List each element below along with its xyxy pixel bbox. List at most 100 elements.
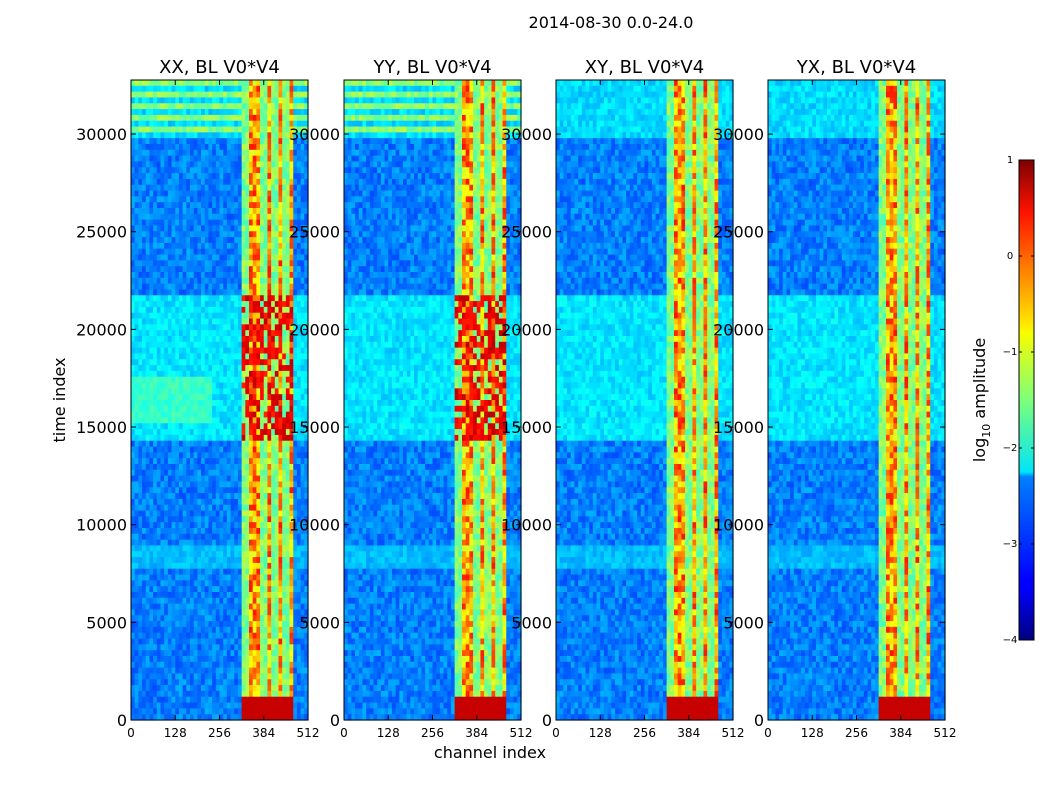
heatmap-cell — [186, 498, 191, 506]
heatmap-cell — [293, 394, 298, 401]
heatmap-cell — [138, 353, 143, 360]
heatmap-cell — [234, 149, 239, 157]
heatmap-cell — [190, 347, 195, 355]
heatmap-cell — [271, 621, 276, 628]
heatmap-cell — [230, 382, 235, 389]
heatmap-cell — [219, 144, 224, 151]
heatmap-cell — [138, 155, 143, 163]
heatmap-cell — [230, 679, 235, 686]
heatmap-cell — [223, 673, 228, 680]
heatmap-cell — [131, 580, 136, 587]
heatmap-cell — [263, 312, 269, 320]
heatmap-cell — [226, 167, 232, 174]
heatmap-cell — [252, 434, 257, 442]
heatmap-cell — [226, 173, 232, 180]
heatmap-cell — [186, 475, 191, 483]
heatmap-cell — [215, 539, 221, 547]
heatmap-cell — [256, 283, 261, 291]
heatmap-cell — [153, 120, 158, 128]
heatmap-cell — [282, 621, 287, 628]
heatmap-cell — [252, 132, 257, 139]
heatmap-cell — [149, 440, 154, 448]
heatmap-cell — [156, 656, 162, 663]
heatmap-cell — [260, 312, 265, 320]
heatmap-cell — [296, 301, 302, 308]
heatmap-cell — [197, 266, 202, 273]
heatmap-cell — [260, 597, 265, 605]
heatmap-cell — [304, 510, 309, 517]
heatmap-cell — [156, 574, 162, 581]
heatmap-cell — [296, 208, 302, 215]
heatmap-cell — [167, 359, 173, 366]
heatmap-cell — [160, 667, 165, 675]
heatmap-cell — [208, 260, 213, 267]
heatmap-cell — [296, 551, 302, 558]
heatmap-cell — [153, 586, 158, 593]
heatmap-cell — [260, 475, 265, 483]
heatmap-cell — [304, 330, 309, 337]
heatmap-cell — [271, 231, 276, 238]
heatmap-cell — [267, 312, 272, 320]
heatmap-cell — [156, 661, 162, 669]
heatmap-cell — [278, 580, 283, 587]
heatmap-cell — [237, 254, 243, 261]
heatmap-cell — [267, 324, 272, 331]
heatmap-cell — [134, 132, 139, 139]
heatmap-cell — [293, 138, 298, 145]
heatmap-cell — [145, 405, 151, 413]
heatmap-cell — [178, 103, 184, 110]
heatmap-cell — [237, 370, 243, 378]
heatmap-cell — [241, 481, 246, 488]
heatmap-cell — [271, 528, 276, 535]
heatmap-cell — [256, 400, 261, 407]
heatmap-cell — [289, 475, 294, 483]
heatmap-cell — [293, 295, 298, 302]
heatmap-cell — [190, 365, 195, 372]
heatmap-cell — [175, 539, 180, 547]
heatmap-cell — [296, 440, 302, 448]
heatmap-cell — [226, 330, 232, 337]
heatmap-cell — [237, 242, 243, 250]
heatmap-cell — [230, 574, 235, 581]
heatmap-cell — [156, 370, 162, 378]
heatmap-cell — [219, 155, 224, 163]
heatmap-cell — [167, 248, 173, 256]
heatmap-cell — [171, 359, 176, 366]
heatmap-cell — [167, 504, 173, 512]
heatmap-cell — [175, 138, 180, 145]
heatmap-cell — [212, 324, 217, 331]
heatmap-cell — [241, 306, 246, 314]
heatmap-cell — [230, 324, 235, 331]
heatmap-cell — [212, 289, 217, 296]
heatmap-cell — [167, 423, 173, 430]
heatmap-cell — [145, 603, 151, 611]
heatmap-cell — [230, 388, 235, 395]
heatmap-cell — [304, 109, 309, 116]
heatmap-cell — [267, 411, 272, 419]
heatmap-cell — [178, 109, 184, 116]
heatmap-cell — [219, 353, 224, 360]
heatmap-cell — [215, 91, 221, 99]
heatmap-cell — [149, 667, 154, 675]
heatmap-cell — [131, 487, 136, 494]
heatmap-cell — [134, 196, 139, 203]
heatmap-cell — [182, 504, 187, 512]
heatmap-cell — [260, 97, 265, 104]
heatmap-cell — [153, 330, 158, 337]
heatmap-cell — [208, 190, 213, 197]
heatmap-cell — [201, 388, 206, 395]
heatmap-cell — [134, 667, 139, 675]
heatmap-cell — [201, 609, 206, 616]
heatmap-cell — [208, 242, 213, 250]
heatmap-cell — [160, 562, 165, 570]
heatmap-cell — [164, 417, 169, 424]
heatmap-cell — [296, 103, 302, 110]
heatmap-cell — [285, 609, 291, 616]
heatmap-cell — [164, 242, 169, 250]
heatmap-cell — [285, 85, 291, 93]
heatmap-cell — [145, 656, 151, 663]
heatmap-cell — [300, 458, 305, 465]
heatmap-cell — [131, 475, 136, 483]
heatmap-cell — [249, 597, 254, 605]
heatmap-cell — [223, 661, 228, 669]
